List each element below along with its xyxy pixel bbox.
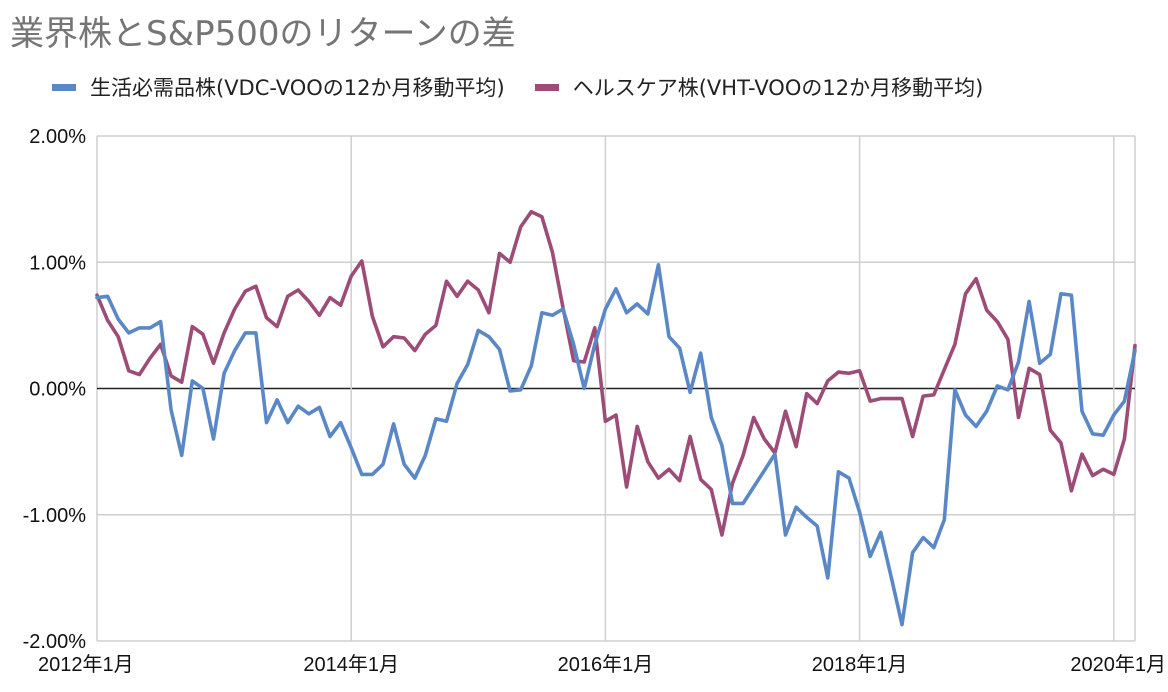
legend-item-consumer-staples: 生活必需品株(VDC-VOOの12か月移動平均)	[52, 72, 505, 102]
x-axis-ticks: 2012年1月 2014年1月 2016年1月 2018年1月 2020年1月	[38, 653, 1166, 676]
legend-label-consumer-staples: 生活必需品株(VDC-VOOの12か月移動平均)	[90, 76, 505, 100]
x-tick-label: 2018年1月	[812, 653, 908, 676]
y-tick-label: -2.00%	[23, 631, 87, 653]
y-tick-label: 0.00%	[29, 379, 86, 401]
y-tick-label: 2.00%	[29, 126, 86, 148]
x-tick-label: 2020年1月	[1070, 653, 1166, 676]
series-lines	[95, 209, 1137, 627]
y-axis-ticks: 2.00% 1.00% 0.00% -1.00% -2.00%	[23, 126, 87, 653]
legend: 生活必需品株(VDC-VOOの12か月移動平均) ヘルスケア株(VHT-VOOの…	[52, 72, 1013, 102]
series-line-healthcare	[95, 209, 1137, 537]
legend-swatch-consumer-staples	[52, 83, 76, 91]
x-tick-label: 2012年1月	[38, 653, 134, 676]
y-tick-label: -1.00%	[23, 505, 87, 527]
y-tick-label: 1.00%	[29, 252, 86, 274]
legend-label-healthcare: ヘルスケア株(VHT-VOOの12か月移動平均)	[572, 76, 984, 100]
legend-item-healthcare: ヘルスケア株(VHT-VOOの12か月移動平均)	[534, 72, 984, 102]
x-tick-label: 2014年1月	[303, 653, 399, 676]
x-tick-label: 2016年1月	[558, 653, 654, 676]
grid	[96, 135, 1136, 642]
chart-title: 業界株とS&P500のリターンの差	[10, 14, 516, 54]
series-line-consumer-staples	[95, 262, 1137, 627]
legend-swatch-healthcare	[534, 83, 559, 91]
